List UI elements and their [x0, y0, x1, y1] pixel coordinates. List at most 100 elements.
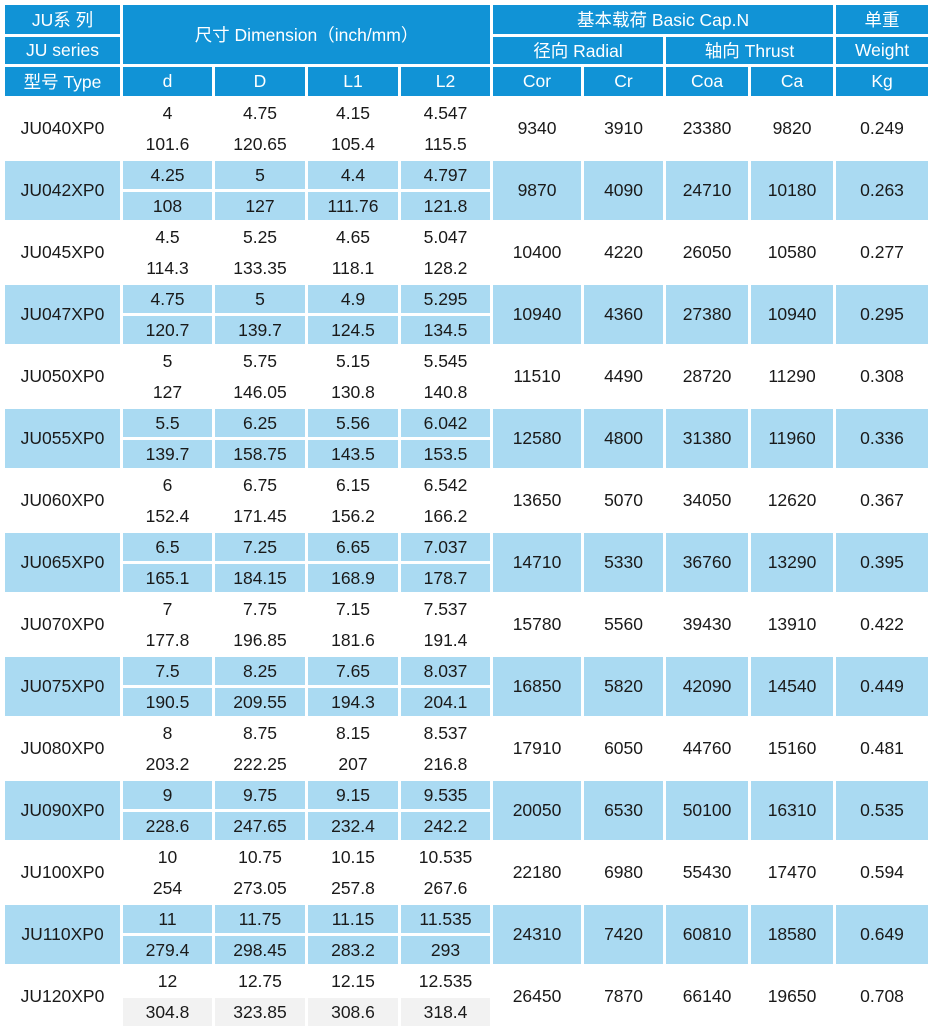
table-body: JU040XP0 4 4.75 4.15 4.547 9340 3910 23380 9820 0… — [2, 96, 930, 1029]
cell-L1-mm: 124.5 — [305, 313, 401, 347]
cell-Cor: 15780 — [490, 592, 585, 657]
cell-Ca: 13290 — [748, 530, 837, 595]
cell-L2-inch: 9.535 — [397, 778, 494, 812]
cell-L2-mm: 191.4 — [397, 623, 494, 657]
cell-Ca: 11290 — [748, 344, 837, 409]
cell-Cor: 24310 — [490, 902, 585, 967]
table-row-inch: JU065XP0 6.5 7.25 6.65 7.037 14710 5330 36760 13… — [2, 530, 930, 595]
radial-group-header: 径向 Radial — [490, 34, 667, 67]
cell-Cor: 14710 — [490, 530, 585, 595]
cell-d-inch: 6.5 — [120, 530, 215, 564]
cell-L2-mm: 140.8 — [397, 375, 494, 409]
cell-weight-kg: 0.367 — [833, 468, 930, 533]
cell-Ca: 16310 — [748, 778, 837, 843]
table-row-inch: JU080XP0 8 8.75 8.15 8.537 17910 6050 44760 1516… — [2, 716, 930, 781]
cell-Coa: 34050 — [663, 468, 752, 533]
cell-Ca: 18580 — [748, 902, 837, 967]
cell-Cor: 9870 — [490, 158, 585, 223]
cell-Ca: 10940 — [748, 282, 837, 347]
cell-D-mm: 196.85 — [212, 623, 308, 657]
cell-L1-inch: 10.15 — [305, 840, 401, 874]
table-row-inch: JU090XP0 9 9.75 9.15 9.535 20050 6530 50100 1631… — [2, 778, 930, 843]
cell-model-type: JU047XP0 — [2, 282, 123, 347]
cell-L1-inch: 7.15 — [305, 592, 401, 626]
cell-Cr: 5070 — [581, 468, 667, 533]
table-row-mm: 101.6 120.65 105.4 115.5 — [4, 127, 930, 161]
cell-D-mm: 323.85 — [212, 995, 308, 1029]
cell-model-type: JU120XP0 — [2, 964, 123, 1029]
cell-d-mm: 108 — [120, 189, 215, 223]
table-row-mm: 139.7 158.75 143.5 153.5 — [4, 437, 930, 471]
cell-d-mm: 114.3 — [120, 251, 215, 285]
cell-d-inch: 5.5 — [120, 406, 215, 440]
cell-L2-inch: 8.537 — [397, 716, 494, 750]
cell-Coa: 55430 — [663, 840, 752, 905]
table-row-inch: JU047XP0 4.75 5 4.9 5.295 10940 4360 27380 10940… — [2, 282, 930, 347]
cell-L2-mm: 128.2 — [397, 251, 494, 285]
col-header-D: D — [212, 64, 308, 99]
cell-L2-mm: 267.6 — [397, 871, 494, 905]
cell-d-mm: 203.2 — [120, 747, 215, 781]
cell-L1-mm: 232.4 — [305, 809, 401, 843]
cell-weight-kg: 0.295 — [833, 282, 930, 347]
cell-Cr: 6530 — [581, 778, 667, 843]
cell-Cor: 9340 — [490, 96, 585, 161]
cell-d-inch: 12 — [120, 964, 215, 998]
cell-d-inch: 11 — [120, 902, 215, 936]
cell-L2-inch: 5.047 — [397, 220, 494, 254]
cell-D-mm: 146.05 — [212, 375, 308, 409]
cell-Cor: 22180 — [490, 840, 585, 905]
cell-D-mm: 273.05 — [212, 871, 308, 905]
col-header-L2: L2 — [397, 64, 494, 99]
cell-L2-inch: 12.535 — [397, 964, 494, 998]
cell-Ca: 19650 — [748, 964, 837, 1029]
cell-d-mm: 101.6 — [120, 127, 215, 161]
cell-L1-mm: 111.76 — [305, 189, 401, 223]
table-row-inch: JU055XP0 5.5 6.25 5.56 6.042 12580 4800 31380 11… — [2, 406, 930, 471]
dimension-group-header: 尺寸 Dimension（inch/mm） — [119, 2, 494, 67]
cell-D-inch: 5 — [212, 158, 308, 192]
cell-L1-inch: 7.65 — [305, 654, 401, 688]
cell-L1-mm: 105.4 — [305, 127, 401, 161]
cell-weight-kg: 0.249 — [833, 96, 930, 161]
cell-L1-mm: 308.6 — [305, 995, 401, 1029]
cell-L1-mm: 207 — [305, 747, 401, 781]
cell-Coa: 42090 — [663, 654, 752, 719]
cell-Cor: 17910 — [490, 716, 585, 781]
cell-Ca: 17470 — [748, 840, 837, 905]
cell-Cr: 5330 — [581, 530, 667, 595]
table-row-inch: JU070XP0 7 7.75 7.15 7.537 15780 5560 39430 1391… — [2, 592, 930, 657]
table-row-mm: 165.1 184.15 168.9 178.7 — [4, 561, 930, 595]
cell-Cr: 4090 — [581, 158, 667, 223]
cell-L2-mm: 216.8 — [397, 747, 494, 781]
cell-model-type: JU050XP0 — [2, 344, 123, 409]
cell-L1-inch: 4.4 — [305, 158, 401, 192]
cell-D-inch: 5.25 — [212, 220, 308, 254]
cell-weight-kg: 0.263 — [833, 158, 930, 223]
cell-Cor: 11510 — [490, 344, 585, 409]
cell-L1-inch: 5.15 — [305, 344, 401, 378]
thrust-group-header: 轴向 Thrust — [663, 34, 837, 67]
cell-Cor: 13650 — [490, 468, 585, 533]
cell-L1-mm: 168.9 — [305, 561, 401, 595]
table-row-inch: JU110XP0 11 11.75 11.15 11.535 24310 7420 60810… — [2, 902, 930, 967]
cell-L1-mm: 283.2 — [305, 933, 401, 967]
cell-L1-inch: 5.56 — [305, 406, 401, 440]
cell-model-type: JU060XP0 — [2, 468, 123, 533]
series-label-zh: JU系 列 — [2, 2, 123, 37]
cell-L1-inch: 6.15 — [305, 468, 401, 502]
cell-L2-mm: 134.5 — [397, 313, 494, 347]
cell-L1-inch: 4.65 — [305, 220, 401, 254]
cell-D-inch: 6.75 — [212, 468, 308, 502]
cell-D-mm: 133.35 — [212, 251, 308, 285]
col-header-L1: L1 — [305, 64, 401, 99]
table-row-mm: 120.7 139.7 124.5 134.5 — [4, 313, 930, 347]
table-row-mm: 114.3 133.35 118.1 128.2 — [4, 251, 930, 285]
cell-Coa: 36760 — [663, 530, 752, 595]
table-row-mm: 152.4 171.45 156.2 166.2 — [4, 499, 930, 533]
table-row-inch: JU100XP0 10 10.75 10.15 10.535 22180 6980 55430… — [2, 840, 930, 905]
table-row-inch: JU075XP0 7.5 8.25 7.65 8.037 16850 5820 42090 14… — [2, 654, 930, 719]
table-row-inch: JU045XP0 4.5 5.25 4.65 5.047 10400 4220 26050 10… — [2, 220, 930, 285]
cell-weight-kg: 0.449 — [833, 654, 930, 719]
